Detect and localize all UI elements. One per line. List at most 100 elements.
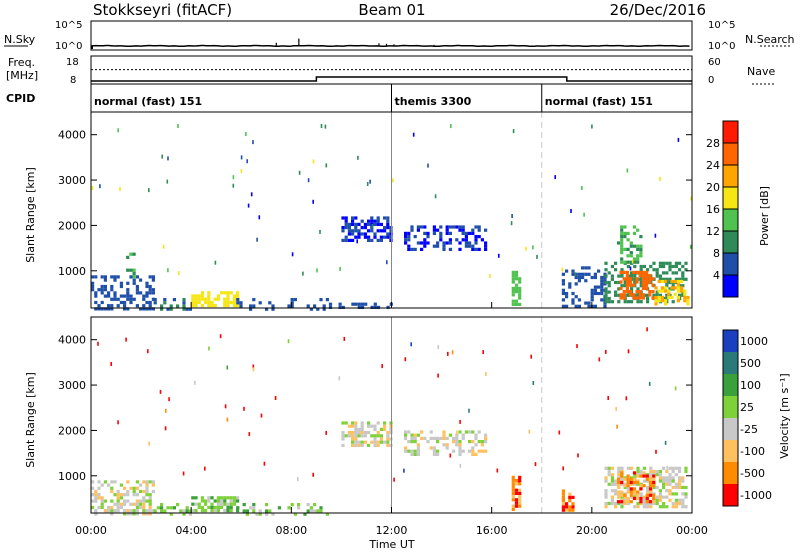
data-cell — [639, 251, 642, 254]
data-cell — [665, 483, 668, 486]
data-cell — [149, 506, 152, 509]
data-cell — [518, 296, 521, 299]
power-colorbar-label: Power [dB] — [758, 186, 771, 246]
data-cell — [515, 489, 518, 492]
cpid-segment-label: normal (fast) 151 — [545, 95, 653, 108]
data-cell — [358, 303, 361, 306]
data-cell — [204, 298, 207, 301]
data-cell — [438, 345, 440, 349]
data-cell — [383, 421, 386, 424]
data-cell — [468, 232, 471, 235]
data-cell — [377, 441, 380, 444]
data-cell — [442, 434, 445, 437]
data-cell — [377, 444, 380, 447]
data-cell — [512, 274, 515, 277]
data-cell — [386, 431, 389, 434]
data-cell — [380, 434, 383, 437]
data-cell — [643, 502, 646, 505]
data-cell — [157, 506, 160, 509]
data-cell — [646, 475, 649, 478]
data-cell — [433, 229, 436, 232]
data-cell — [436, 241, 439, 244]
data-cell — [217, 298, 220, 301]
data-cell — [139, 500, 142, 503]
data-cell — [436, 229, 439, 232]
noise-right-label: N.Search — [745, 33, 795, 46]
data-cell — [226, 294, 229, 297]
data-cell — [662, 486, 665, 489]
data-cell — [210, 509, 213, 512]
data-cell — [370, 220, 373, 223]
data-cell — [246, 159, 248, 163]
data-cell — [681, 486, 684, 489]
data-cell — [145, 500, 148, 503]
data-cell — [420, 437, 423, 440]
data-cell — [630, 481, 633, 484]
data-cell — [220, 291, 223, 294]
data-cell — [608, 291, 611, 294]
data-cell — [149, 480, 152, 483]
data-cell — [214, 298, 217, 301]
data-cell — [386, 437, 389, 440]
data-cell — [423, 232, 426, 235]
data-cell — [630, 467, 633, 470]
data-cell — [620, 229, 623, 232]
data-cell — [652, 497, 655, 500]
data-cell — [370, 441, 373, 444]
data-cell — [417, 241, 420, 244]
data-cell — [600, 279, 603, 282]
data-cell — [512, 287, 515, 290]
data-cell — [575, 295, 578, 298]
data-cell — [152, 490, 155, 493]
data-cell — [217, 499, 220, 502]
data-cell — [562, 493, 565, 496]
data-cell — [455, 238, 458, 241]
data-cell — [373, 434, 376, 437]
data-cell — [173, 298, 176, 301]
data-cell — [646, 297, 649, 300]
data-cell — [599, 357, 601, 361]
data-cell — [636, 300, 639, 303]
data-cell — [458, 450, 461, 453]
data-cell — [417, 434, 420, 437]
data-cell — [149, 288, 152, 291]
data-cell — [160, 390, 162, 394]
velocity-colorbar-swatch — [723, 396, 738, 419]
data-cell — [455, 440, 458, 443]
data-cell — [678, 499, 681, 502]
velocity-colorbar-tick-label: -1000 — [740, 489, 772, 502]
data-cell — [302, 272, 304, 276]
data-cell — [512, 280, 515, 283]
data-cell — [373, 441, 376, 444]
data-cell — [665, 262, 668, 265]
data-cell — [104, 480, 107, 483]
data-cell — [245, 132, 247, 136]
data-cell — [447, 352, 449, 356]
data-cell — [565, 502, 568, 505]
data-cell — [515, 501, 518, 504]
data-cell — [643, 265, 646, 268]
velocity-colorbar-tick-label: 1000 — [740, 335, 768, 348]
data-cell — [357, 232, 360, 235]
data-cell — [594, 305, 597, 308]
data-cell — [646, 486, 649, 489]
data-cell — [678, 138, 680, 142]
data-cell — [478, 248, 481, 251]
data-cell — [512, 271, 515, 274]
data-cell — [220, 506, 223, 509]
data-cell — [227, 418, 229, 422]
data-cell — [604, 489, 607, 492]
data-cell — [664, 299, 667, 302]
data-cell — [123, 301, 126, 304]
data-cell — [600, 292, 603, 295]
data-cell — [642, 287, 645, 290]
data-cell — [639, 296, 642, 299]
x-tick-label: 04:00 — [175, 524, 207, 537]
data-cell — [136, 506, 139, 509]
data-cell — [101, 503, 104, 506]
data-cell — [407, 450, 410, 453]
data-cell — [611, 278, 614, 281]
data-cell — [194, 304, 197, 307]
data-cell — [252, 304, 255, 307]
data-cell — [672, 265, 675, 268]
